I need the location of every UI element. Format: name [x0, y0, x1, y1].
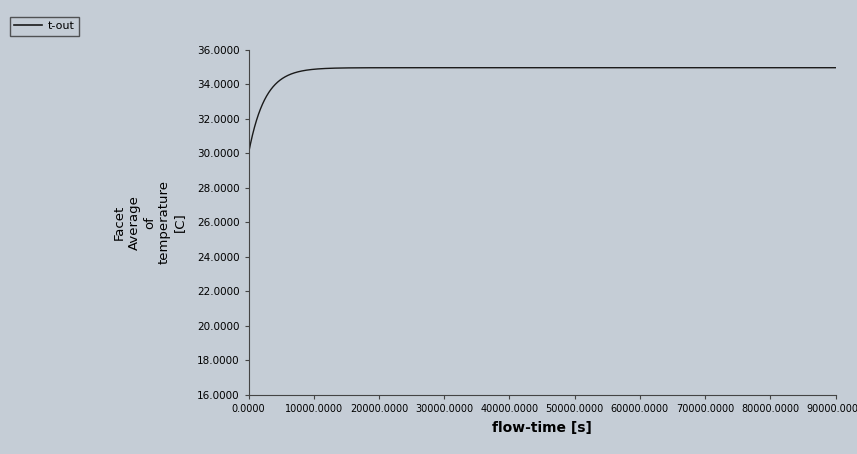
X-axis label: flow-time [s]: flow-time [s]: [492, 421, 592, 435]
Legend: t-out: t-out: [9, 17, 79, 36]
Y-axis label: Facet
Average
of
temperature
[C]: Facet Average of temperature [C]: [113, 180, 186, 265]
